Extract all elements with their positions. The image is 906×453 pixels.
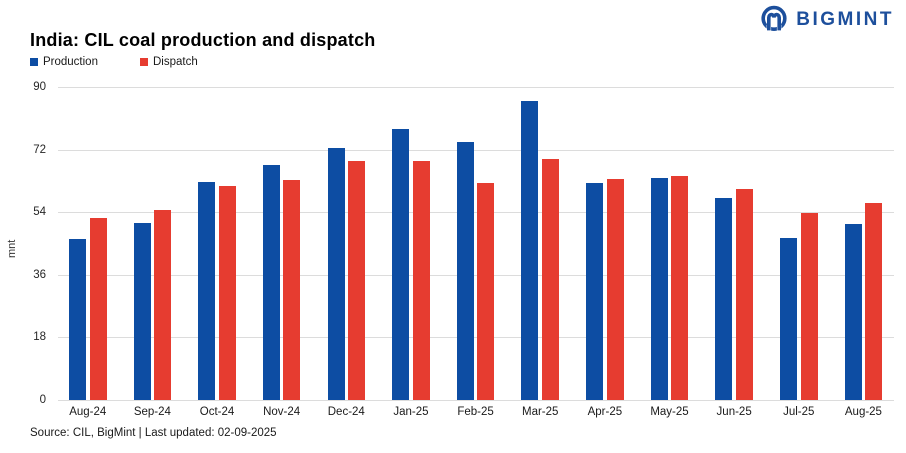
x-label-apr-25: Apr-25 — [587, 406, 623, 418]
bar-dispatch-aug-25 — [865, 202, 883, 400]
bar-dispatch-feb-25 — [477, 183, 495, 400]
bar-production-oct-24 — [198, 181, 216, 400]
legend-label-production: Production — [43, 56, 98, 68]
bar-dispatch-oct-24 — [218, 185, 236, 400]
x-label-jan-25: Jan-25 — [393, 406, 429, 418]
gridline-90 — [58, 87, 894, 88]
y-tick-0: 0 — [39, 394, 46, 406]
dispatch-swatch — [139, 58, 148, 66]
bigmint-logo: BIGMINT — [758, 4, 894, 36]
y-tick-72: 72 — [33, 143, 46, 156]
production-swatch — [30, 58, 38, 66]
y-tick-36: 36 — [33, 268, 46, 281]
plot-area — [58, 87, 894, 401]
y-tick-54: 54 — [33, 206, 46, 219]
y-tick-90: 90 — [33, 81, 46, 93]
bar-production-dec-24 — [327, 148, 345, 400]
x-label-dec-24: Dec-24 — [327, 406, 365, 418]
x-label-feb-25: Feb-25 — [457, 406, 494, 418]
bar-dispatch-mar-25 — [541, 159, 559, 400]
bar-dispatch-nov-24 — [283, 179, 301, 400]
gridline-54 — [58, 212, 894, 214]
x-label-may-25: May-25 — [650, 406, 689, 418]
x-label-mar-25: Mar-25 — [522, 406, 559, 418]
bar-production-apr-25 — [586, 183, 604, 400]
x-label-aug-24: Aug-24 — [69, 406, 107, 418]
bar-production-may-25 — [650, 178, 668, 400]
gridline-18 — [58, 337, 894, 339]
bar-dispatch-may-25 — [671, 176, 689, 400]
bigmint-logo-icon — [761, 5, 787, 32]
x-label-oct-24: Oct-24 — [199, 406, 235, 418]
x-label-nov-24: Nov-24 — [263, 406, 301, 418]
bar-dispatch-apr-25 — [606, 178, 624, 400]
x-label-jun-25: Jun-25 — [716, 406, 752, 418]
y-tick-18: 18 — [33, 331, 46, 344]
legend-item-dispatch: Dispatch — [139, 56, 198, 68]
legend-item-production: Production — [30, 56, 98, 68]
bar-dispatch-aug-24 — [89, 218, 107, 400]
legend-label-dispatch: Dispatch — [152, 56, 198, 68]
bar-dispatch-sep-24 — [154, 210, 172, 400]
bar-production-nov-24 — [262, 165, 280, 400]
bar-production-mar-25 — [521, 100, 539, 400]
bigmint-logo-text: BIGMINT — [796, 9, 894, 30]
source-note: Source: CIL, BigMint | Last updated: 02-… — [30, 427, 277, 439]
legend: Production Dispatch — [30, 56, 198, 68]
x-label-sep-24: Sep-24 — [133, 406, 171, 418]
bar-dispatch-jun-25 — [735, 189, 753, 400]
bar-dispatch-jan-25 — [412, 160, 430, 400]
gridline-72 — [58, 149, 894, 151]
bar-production-feb-25 — [456, 141, 474, 400]
y-axis-title: mnt — [6, 239, 18, 258]
x-label-aug-25: Aug-25 — [844, 406, 882, 418]
gridline-36 — [58, 274, 894, 276]
x-axis-labels: Aug-24 Sep-24 Oct-24 Nov-24 Dec-24 Jan-25 Feb-… — [0, 406, 906, 422]
gridline-0 — [58, 400, 894, 401]
x-label-jul-25: Jul-25 — [783, 406, 815, 418]
bar-production-jul-25 — [780, 238, 798, 400]
page-title: India: CIL coal production and dispatch — [30, 30, 376, 50]
bar-production-jun-25 — [715, 198, 733, 400]
bar-dispatch-dec-24 — [348, 160, 366, 400]
bar-dispatch-jul-25 — [800, 212, 818, 400]
bar-production-sep-24 — [133, 222, 151, 400]
bar-production-aug-24 — [69, 238, 86, 400]
bar-production-aug-25 — [844, 224, 862, 400]
bar-production-jan-25 — [392, 128, 410, 400]
